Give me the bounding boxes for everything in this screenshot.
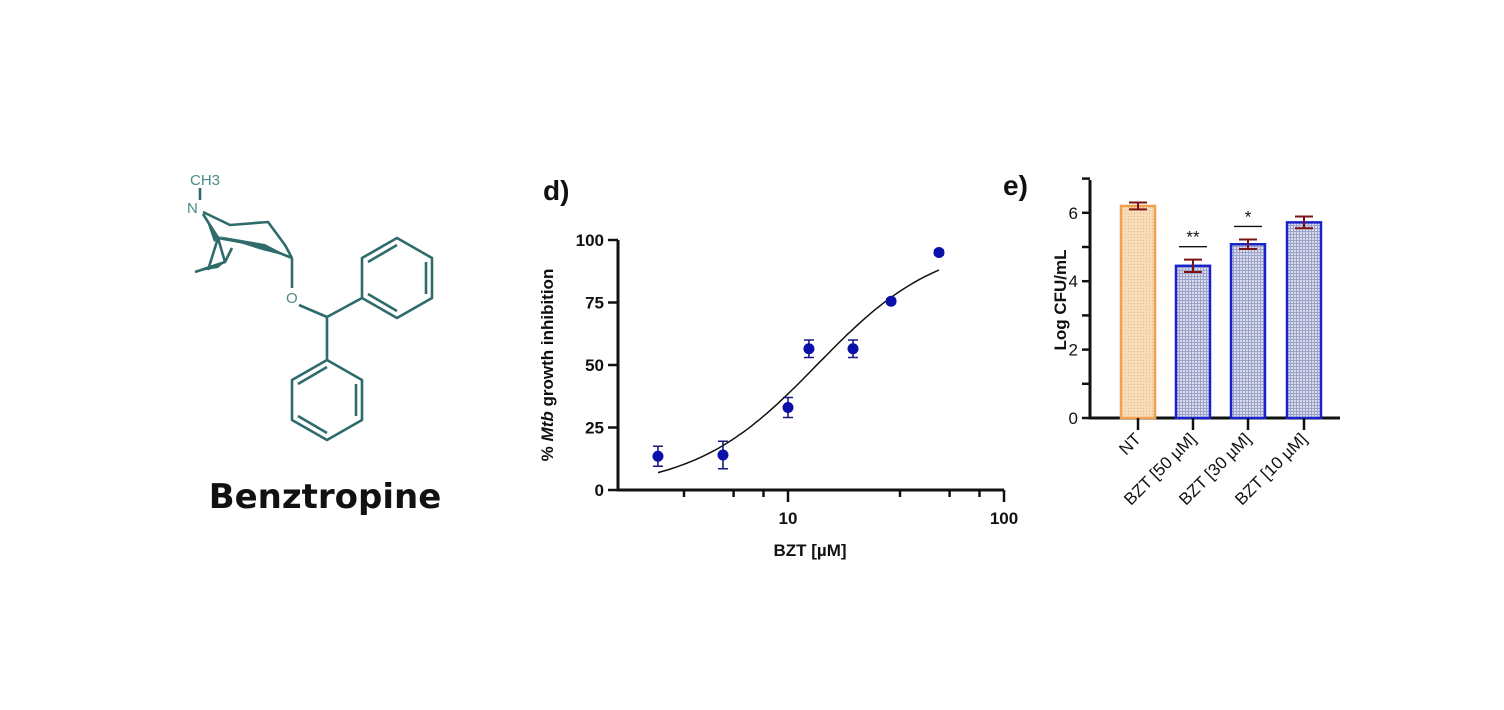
- dose-response-chart: d) BZT [µM] % Mtb growth inhibition 0 25 5…: [538, 175, 1018, 560]
- y-tick-label-d: 25: [585, 419, 604, 438]
- data-point: [885, 295, 897, 307]
- molecule-name: Benztropine: [209, 477, 442, 517]
- y-tick-label-d: 75: [585, 294, 604, 313]
- error-bar: [1239, 238, 1257, 251]
- y-axis-title-d: % Mtb growth inhibition: [538, 269, 557, 462]
- data-point: [782, 402, 794, 413]
- error-bar: [1295, 215, 1313, 230]
- error-bar: [1129, 201, 1147, 211]
- data-point: [847, 343, 859, 355]
- bar: [1229, 243, 1267, 420]
- x-tick-label-d: 100: [990, 509, 1018, 528]
- data-point: [803, 343, 815, 355]
- bar: [1174, 264, 1212, 420]
- y-tick-label-e: 4: [1069, 272, 1078, 291]
- x-axis-title-d: BZT [µM]: [773, 541, 846, 560]
- panel-label-d: d): [543, 175, 569, 206]
- ether-bonds: [290, 258, 363, 360]
- fit-curve: [657, 269, 940, 474]
- category-label: NT: [1115, 429, 1144, 458]
- panel-label-e: e): [1003, 170, 1028, 201]
- bar: [1119, 204, 1157, 420]
- data-point: [933, 247, 945, 258]
- significance-marker: *: [1245, 207, 1252, 226]
- y-tick-label-e: 6: [1069, 204, 1078, 223]
- y-axis-title-e: Log CFU/mL: [1051, 249, 1070, 350]
- y-tick-label-d: 50: [585, 356, 604, 375]
- methyl-label: CH3: [190, 172, 220, 189]
- phenyl-ring-2: [290, 358, 364, 442]
- data-point: [652, 450, 664, 462]
- oxygen-label: O: [286, 290, 298, 307]
- error-bar: [1184, 258, 1202, 273]
- y-tick-label-d: 0: [595, 481, 604, 500]
- tropane-ring: [194, 188, 294, 274]
- benztropine-structure: CH3 N O Benztropine: [187, 172, 441, 517]
- phenyl-ring-1: [360, 236, 434, 320]
- y-tick-label-d: 100: [576, 231, 604, 250]
- axes-d: [616, 240, 1004, 492]
- y-tick-label-e: 0: [1069, 409, 1078, 428]
- x-tick-label-d: 10: [779, 509, 798, 528]
- bar: [1285, 221, 1323, 420]
- nitrogen-label: N: [187, 200, 198, 217]
- data-point: [717, 449, 729, 461]
- y-tick-label-e: 2: [1069, 341, 1078, 360]
- significance-marker: **: [1186, 228, 1200, 247]
